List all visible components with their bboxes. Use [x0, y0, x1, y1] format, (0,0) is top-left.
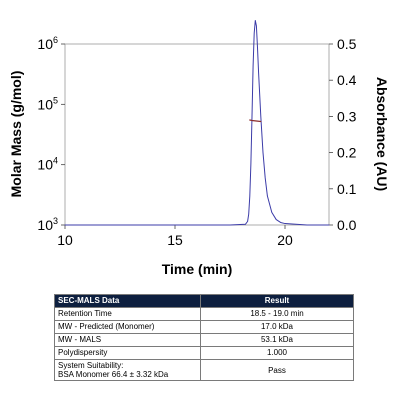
left-tick-base: 10: [37, 217, 53, 233]
table-row: MW - Predicted (Monomer) 17.0 kDa: [54, 320, 354, 334]
right-tick-label: 0.3: [337, 108, 357, 124]
suitability-label-line1: System Suitability:: [58, 361, 124, 370]
row-value: 1.000: [200, 346, 354, 360]
sec-mals-results-table: SEC-MALS Data Result Retention Time 18.5…: [54, 294, 354, 382]
suitability-label-line2: BSA Monomer 66.4 ± 3.32 kDa: [58, 370, 169, 380]
left-tick-label: 104: [37, 156, 58, 173]
row-value: Pass: [200, 358, 354, 382]
table-header-row: SEC-MALS Data Result: [54, 294, 354, 308]
x-axis-ticks: 10 15 20: [57, 225, 293, 248]
left-tick-base: 10: [37, 36, 53, 52]
left-tick-label: 105: [37, 95, 58, 112]
x-axis-title: Time (min): [162, 261, 233, 277]
molar-mass-series-line: [249, 119, 262, 123]
right-axis-ticks: 0.0 0.1 0.2 0.3 0.4 0.5: [329, 36, 357, 233]
right-tick-label: 0.1: [337, 181, 357, 197]
row-label: MW - Predicted (Monomer): [54, 320, 201, 334]
row-label: Retention Time: [54, 307, 201, 321]
series-layer: [64, 19, 330, 226]
right-tick-label: 0.5: [337, 36, 357, 52]
row-value: 18.5 - 19.0 min: [200, 307, 354, 321]
left-tick-base: 10: [37, 157, 53, 173]
x-tick-label: 15: [167, 232, 183, 248]
absorbance-series-line: [64, 19, 330, 226]
left-axis-title: Molar Mass (g/mol): [8, 71, 24, 198]
right-tick-label: 0.4: [337, 72, 357, 88]
row-label: Polydispersity: [54, 346, 201, 360]
table-header-data: SEC-MALS Data: [54, 294, 201, 308]
right-tick-label: 0.0: [337, 217, 357, 233]
table-row: Retention Time 18.5 - 19.0 min: [54, 307, 354, 321]
row-value: 17.0 kDa: [200, 320, 354, 334]
left-tick-label: 103: [37, 216, 58, 233]
left-tick-base: 10: [37, 96, 53, 112]
row-value: 53.1 kDa: [200, 333, 354, 347]
row-label: MW - MALS: [54, 333, 201, 347]
x-tick-label: 20: [277, 232, 293, 248]
table-row: MW - MALS 53.1 kDa: [54, 333, 354, 347]
plot-frame: [64, 43, 330, 226]
left-tick-exponent: 5: [53, 95, 58, 105]
row-label: System Suitability: BSA Monomer 66.4 ± 3…: [54, 358, 201, 382]
left-tick-exponent: 6: [53, 35, 58, 45]
table-header-result: Result: [200, 294, 354, 308]
x-tick-label: 10: [57, 232, 73, 248]
left-tick-exponent: 3: [53, 216, 58, 226]
right-axis-title: Absorbance (AU): [374, 77, 390, 191]
left-tick-exponent: 4: [53, 156, 58, 166]
table-row: Polydispersity 1.000: [54, 346, 354, 360]
table-row: System Suitability: BSA Monomer 66.4 ± 3…: [54, 358, 354, 382]
left-tick-label: 106: [37, 35, 58, 52]
right-tick-label: 0.2: [337, 145, 357, 161]
